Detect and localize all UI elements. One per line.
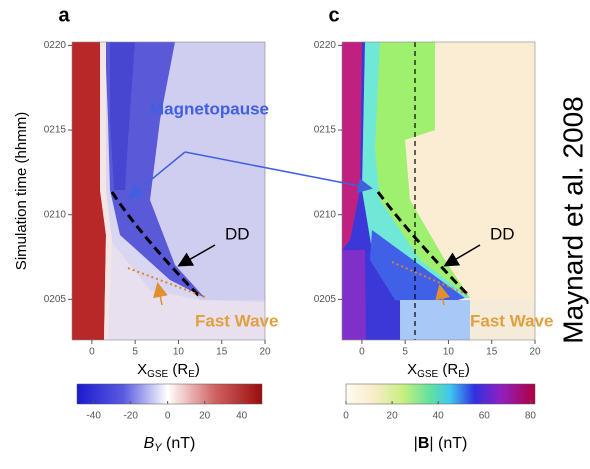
annotation: Fast Wave bbox=[470, 311, 553, 330]
x-label-part: X bbox=[137, 361, 147, 378]
annotation: Fast Wave bbox=[195, 311, 278, 330]
colorbar-label-part: | (nT) bbox=[429, 435, 467, 452]
x-axis-label: XGSE (RE) bbox=[137, 361, 200, 380]
y-tick-label: 0210 bbox=[44, 209, 67, 220]
annotation: DD bbox=[225, 224, 250, 243]
y-tick-label: 0205 bbox=[314, 294, 337, 305]
colorbar-tick-label: 60 bbox=[479, 411, 491, 422]
colorbar-label-part: Y bbox=[154, 442, 162, 454]
x-tick-label: 15 bbox=[216, 347, 228, 358]
colorbar-label-part: (nT) bbox=[162, 435, 196, 452]
y-axis-label: Simulation time (hhmm) bbox=[13, 112, 30, 270]
x-tick-label: 0 bbox=[89, 347, 95, 358]
annotation: DD bbox=[490, 224, 515, 243]
x-label-part: GSE bbox=[147, 369, 168, 380]
colorbar-tick-label: 40 bbox=[236, 411, 248, 422]
x-tick-label: 10 bbox=[173, 347, 185, 358]
x-label-part: E bbox=[188, 369, 195, 380]
colorbar-tick-label: 0 bbox=[343, 411, 349, 422]
x-label-part: ) bbox=[195, 361, 200, 378]
x-tick-label: 0 bbox=[359, 347, 365, 358]
arrow bbox=[127, 151, 186, 199]
colorbar-label-part: | bbox=[414, 435, 418, 452]
y-tick-label: 0220 bbox=[314, 40, 337, 51]
colorbar-tick-label: 20 bbox=[387, 411, 399, 422]
y-tick-label: 0215 bbox=[44, 125, 67, 136]
colorbar-label: BY (nT) bbox=[144, 435, 196, 454]
arrow bbox=[435, 284, 450, 306]
colorbar-tick-label: 20 bbox=[199, 411, 211, 422]
colorbar-tick-label: 80 bbox=[525, 411, 537, 422]
arrow bbox=[152, 282, 168, 306]
colorbar-a bbox=[76, 383, 263, 405]
x-tick-label: 20 bbox=[529, 347, 541, 358]
colorbar-c bbox=[345, 383, 536, 405]
x-tick-label: 5 bbox=[402, 347, 408, 358]
x-label-part: ) bbox=[465, 361, 470, 378]
heatmap-a bbox=[71, 41, 266, 341]
citation: Maynard et al. 2008 bbox=[557, 96, 588, 344]
annotation: Magnetopause bbox=[150, 99, 269, 118]
x-tick-label: 5 bbox=[132, 347, 138, 358]
colorbar-label-part: B bbox=[418, 435, 430, 452]
y-tick-label: 0215 bbox=[314, 125, 337, 136]
colorbar-label-part: B bbox=[144, 435, 155, 452]
x-tick-label: 20 bbox=[259, 347, 271, 358]
colorbar-label: |B| (nT) bbox=[414, 435, 468, 452]
x-label-part: X bbox=[407, 361, 417, 378]
arrow bbox=[177, 244, 216, 267]
colorbar-tick-label: 40 bbox=[433, 411, 445, 422]
y-tick-label: 0205 bbox=[44, 294, 67, 305]
y-tick-label: 0210 bbox=[314, 209, 337, 220]
y-tick-label: 0220 bbox=[44, 40, 67, 51]
panel-label: a bbox=[58, 4, 70, 26]
x-label-part: (R bbox=[438, 361, 458, 378]
arrow bbox=[443, 244, 481, 267]
arrow bbox=[184, 151, 373, 194]
x-label-part: (R bbox=[168, 361, 188, 378]
x-label-part: GSE bbox=[417, 369, 438, 380]
colorbar-tick-label: 0 bbox=[165, 411, 171, 422]
x-tick-label: 10 bbox=[443, 347, 455, 358]
x-tick-label: 15 bbox=[486, 347, 498, 358]
x-label-part: E bbox=[458, 369, 465, 380]
colorbar-tick-label: -20 bbox=[123, 411, 138, 422]
heatmap-c bbox=[341, 41, 536, 341]
panel-label: c bbox=[328, 4, 339, 26]
x-axis-label: XGSE (RE) bbox=[407, 361, 470, 380]
colorbar-tick-label: -40 bbox=[86, 411, 101, 422]
